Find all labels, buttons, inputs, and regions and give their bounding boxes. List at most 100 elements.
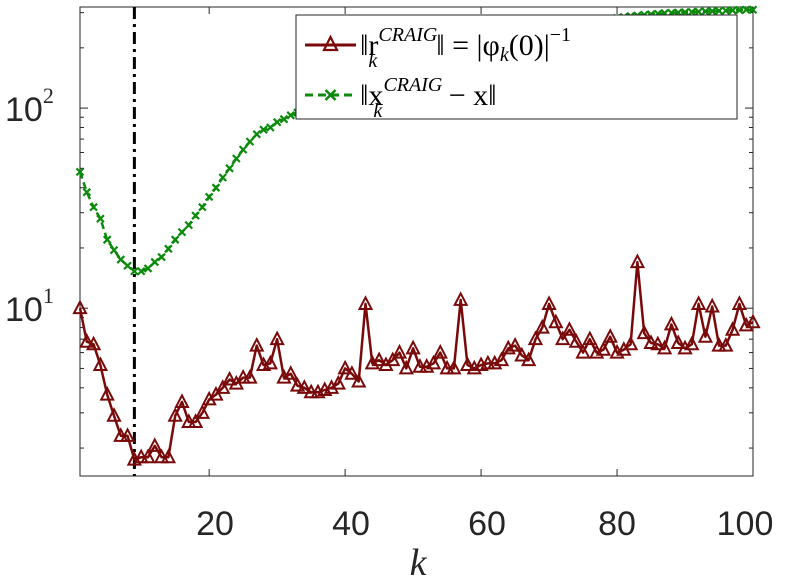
data-point-residual-68 <box>527 330 544 346</box>
data-point-error-3 <box>89 202 98 212</box>
data-point-error-99 <box>741 5 751 15</box>
series-residual <box>72 253 761 466</box>
data-point-residual-5 <box>99 385 115 401</box>
data-point-residual-45 <box>371 351 387 367</box>
data-point-residual-6 <box>106 407 122 422</box>
data-point-residual-14 <box>160 448 177 464</box>
data-point-error-12 <box>150 257 160 267</box>
data-point-residual-54 <box>432 343 448 359</box>
data-point-error-98 <box>735 5 744 15</box>
plot-frame <box>79 6 754 477</box>
data-point-error-26 <box>245 137 255 146</box>
legend-marker-residual <box>322 34 339 52</box>
data-point-error-27 <box>252 129 262 139</box>
data-point-residual-29 <box>262 354 278 370</box>
data-point-residual-87 <box>656 339 673 355</box>
data-point-residual-16 <box>174 393 190 408</box>
data-point-error-13 <box>157 252 166 262</box>
data-point-error-19 <box>198 202 207 212</box>
data-point-residual-18 <box>187 413 204 428</box>
data-point-residual-34 <box>296 379 312 394</box>
xtick-label-80: 80 <box>598 505 636 543</box>
data-point-error-23 <box>225 164 234 173</box>
data-point-residual-33 <box>289 377 306 392</box>
data-point-residual-42 <box>351 372 367 388</box>
data-point-residual-98 <box>731 295 748 310</box>
data-point-error-1 <box>75 167 85 177</box>
legend-marker-error <box>324 89 337 101</box>
data-point-residual-8 <box>119 427 136 442</box>
data-point-error-21 <box>211 183 221 192</box>
data-point-residual-12 <box>147 437 163 452</box>
ytick-label-10: 101 <box>5 283 54 329</box>
data-point-error-7 <box>116 255 126 264</box>
data-point-residual-47 <box>385 351 401 367</box>
data-point-residual-50 <box>405 339 421 355</box>
data-point-residual-23 <box>221 370 238 386</box>
data-point-error-14 <box>164 244 173 254</box>
data-point-residual-26 <box>242 368 258 384</box>
data-point-residual-53 <box>425 354 442 370</box>
data-point-residual-75 <box>575 343 591 359</box>
data-point-error-11 <box>143 264 153 273</box>
data-point-residual-32 <box>283 365 299 380</box>
xtick-label-60: 60 <box>468 505 506 543</box>
data-point-residual-40 <box>337 359 353 375</box>
data-point-error-20 <box>204 192 214 202</box>
data-point-error-100 <box>748 5 758 15</box>
data-point-residual-78 <box>595 341 612 356</box>
data-point-residual-19 <box>194 404 211 419</box>
data-point-residual-49 <box>398 359 414 375</box>
data-point-residual-30 <box>269 330 285 346</box>
data-point-residual-79 <box>602 328 618 343</box>
data-point-error-94 <box>707 6 717 16</box>
data-point-residual-70 <box>541 295 557 310</box>
data-point-residual-92 <box>690 295 707 310</box>
data-point-residual-3 <box>85 335 102 351</box>
data-point-residual-85 <box>643 334 659 349</box>
data-point-residual-91 <box>684 335 700 351</box>
data-point-error-97 <box>728 6 737 15</box>
data-point-error-30 <box>272 117 282 127</box>
data-point-error-22 <box>218 173 228 182</box>
data-point-residual-90 <box>677 339 693 355</box>
data-point-residual-63 <box>493 351 510 367</box>
data-point-error-9 <box>130 266 139 276</box>
data-point-residual-93 <box>697 328 714 343</box>
data-point-residual-89 <box>670 334 686 349</box>
data-point-error-15 <box>170 235 180 244</box>
data-point-error-18 <box>191 211 200 220</box>
data-point-error-4 <box>96 214 105 223</box>
data-point-residual-69 <box>534 318 550 334</box>
data-point-residual-82 <box>622 335 639 351</box>
data-point-residual-21 <box>208 385 224 401</box>
data-point-error-10 <box>136 266 146 276</box>
legend-box <box>295 14 738 120</box>
data-point-error-96 <box>721 6 731 15</box>
data-point-error-25 <box>238 145 248 154</box>
data-point-residual-43 <box>357 295 374 310</box>
data-point-residual-100 <box>745 313 761 329</box>
data-point-error-24 <box>232 154 241 163</box>
data-point-error-6 <box>109 245 119 255</box>
data-point-error-2 <box>82 187 92 197</box>
data-point-error-29 <box>266 123 275 132</box>
data-point-residual-71 <box>548 313 564 329</box>
data-point-error-8 <box>123 261 132 271</box>
data-point-residual-58 <box>459 356 476 372</box>
data-point-residual-65 <box>507 336 523 352</box>
data-point-residual-88 <box>663 315 680 331</box>
data-point-residual-1 <box>72 299 88 315</box>
data-point-residual-84 <box>636 324 652 340</box>
data-point-error-31 <box>279 114 289 124</box>
data-point-residual-94 <box>704 297 720 313</box>
x-axis-label: k <box>410 542 428 584</box>
data-point-error-16 <box>177 227 187 237</box>
xtick-label-20: 20 <box>196 505 234 543</box>
data-point-residual-11 <box>140 448 156 464</box>
data-point-error-91 <box>687 7 697 17</box>
data-point-residual-57 <box>453 291 469 306</box>
data-point-residual-97 <box>724 321 741 336</box>
data-point-residual-4 <box>92 356 109 372</box>
